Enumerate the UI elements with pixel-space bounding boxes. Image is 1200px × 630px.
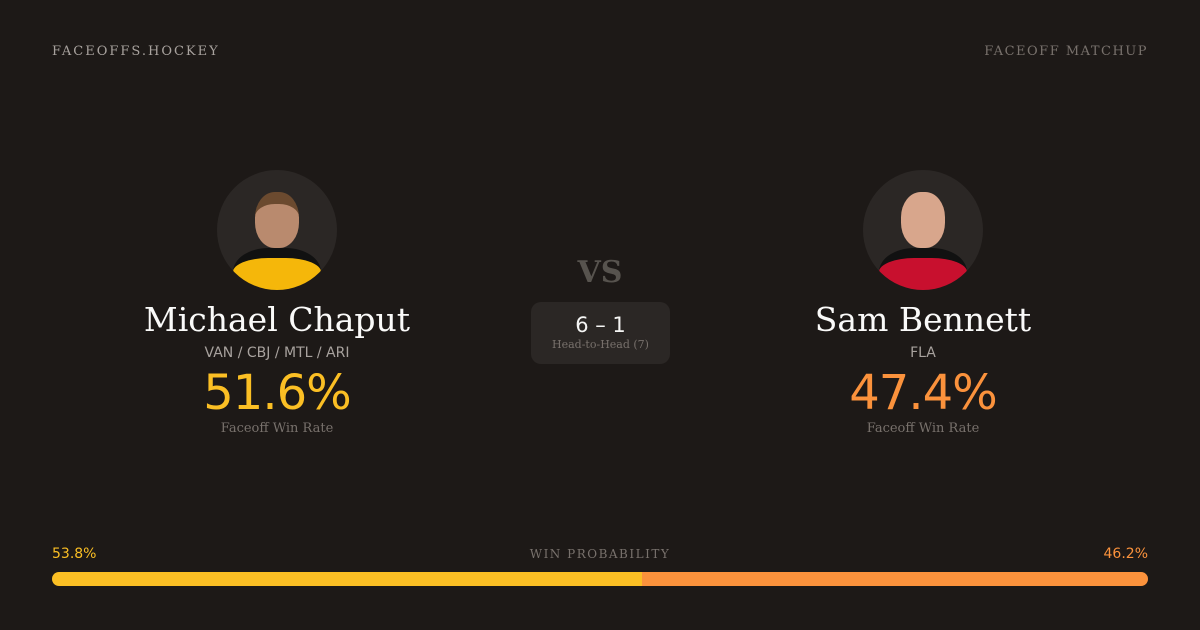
player-2-avatar [863, 170, 983, 290]
head-to-head-box: 6 – 1 Head-to-Head (7) [531, 302, 670, 364]
player-1-avatar [217, 170, 337, 290]
player-2-win-rate: 47.4% [849, 365, 997, 421]
player-2-win-rate-label: Faceoff Win Rate [866, 421, 980, 436]
win-probability-label: WIN PROBABILITY [529, 547, 671, 561]
head-to-head-score: 6 – 1 [575, 313, 626, 337]
player-1-win-rate: 51.6% [203, 365, 351, 421]
player-1-probability-segment [52, 572, 642, 586]
player-1-teams: VAN / CBJ / MTL / ARI [204, 345, 350, 361]
site-brand[interactable]: FACEOFFS.HOCKEY [52, 44, 220, 59]
player-2-name: Sam Bennett [814, 300, 1032, 339]
player-1-card: Michael Chaput VAN / CBJ / MTL / ARI 51.… [77, 170, 477, 436]
win-probability-bar [52, 572, 1148, 586]
player-2-probability-segment [641, 572, 1148, 586]
player-2-card: Sam Bennett FLA 47.4% Faceoff Win Rate [723, 170, 1123, 436]
vs-label: VS [577, 255, 623, 290]
player-1-win-rate-label: Faceoff Win Rate [220, 421, 334, 436]
player-1-name: Michael Chaput [143, 300, 411, 339]
player-2-win-probability: 46.2% [1103, 546, 1148, 562]
player-1-win-probability: 53.8% [52, 546, 97, 562]
page-type-label: FACEOFF MATCHUP [984, 44, 1148, 59]
head-to-head-label: Head-to-Head (7) [552, 338, 649, 351]
player-2-teams: FLA [910, 345, 936, 361]
